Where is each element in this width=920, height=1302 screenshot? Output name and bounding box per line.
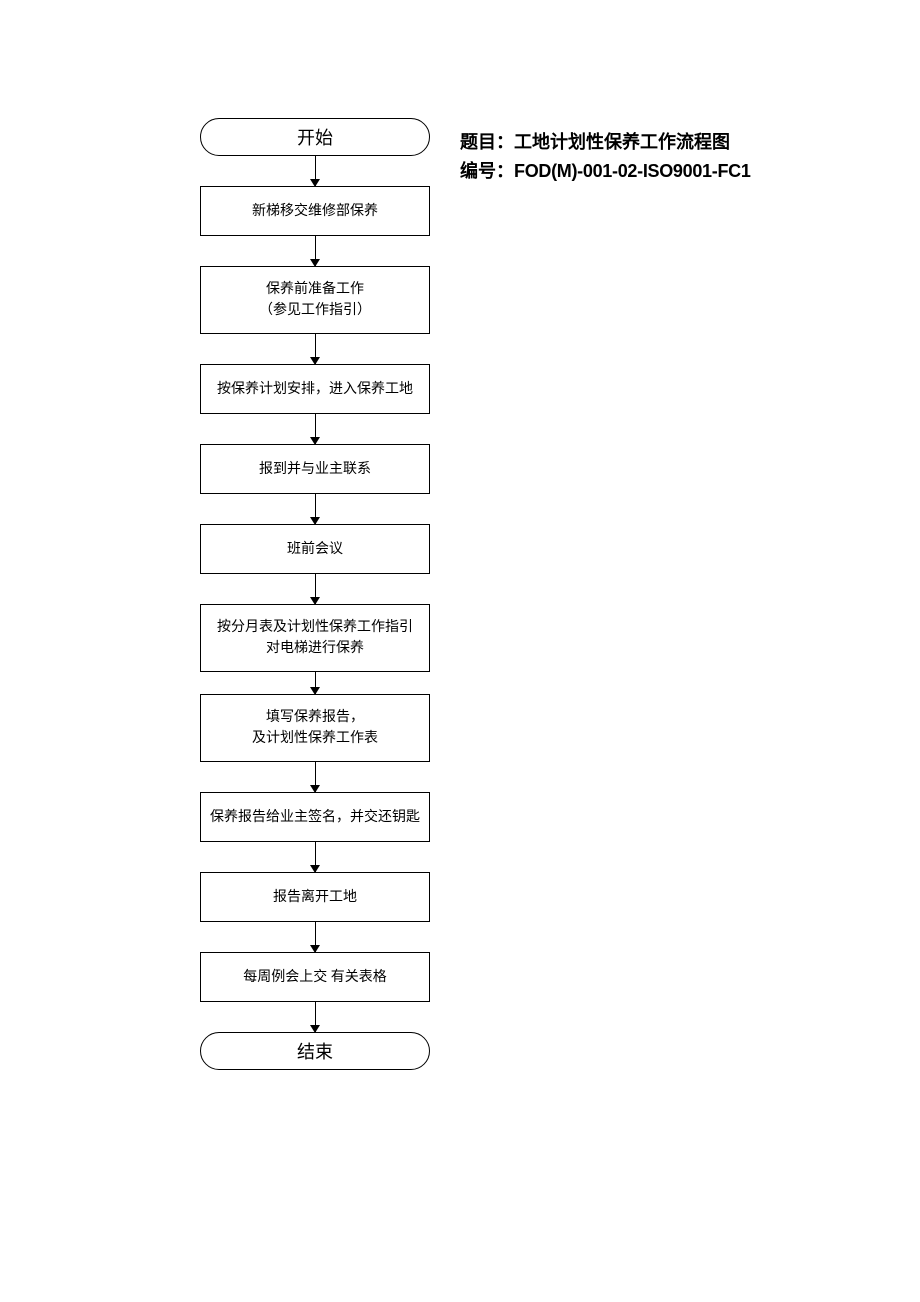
step-text-line1: 保养前准备工作 [266, 279, 364, 300]
step-text-line2: 对电梯进行保养 [266, 638, 364, 659]
step-text: 每周例会上交 有关表格 [243, 967, 387, 988]
process-step-3: 按保养计划安排，进入保养工地 [200, 364, 430, 414]
arrow [315, 1002, 316, 1032]
arrow [315, 334, 316, 364]
terminator-end: 结束 [200, 1032, 430, 1070]
arrow [315, 156, 316, 186]
arrow [315, 842, 316, 872]
process-step-4: 报到并与业主联系 [200, 444, 430, 494]
title-label: 题目： [460, 132, 514, 152]
process-step-8: 保养报告给业主签名，并交还钥匙 [200, 792, 430, 842]
arrow [315, 922, 316, 952]
terminator-start-label: 开始 [297, 124, 333, 150]
step-text-line2: 及计划性保养工作表 [252, 728, 378, 749]
code-label: 编号： [460, 161, 514, 181]
arrow [315, 762, 316, 792]
step-text: 班前会议 [287, 539, 343, 560]
arrow [315, 574, 316, 604]
title-line: 题目：工地计划性保养工作流程图 [460, 128, 751, 157]
arrow [315, 672, 316, 694]
flowchart-container: 开始 新梯移交维修部保养 保养前准备工作 （参见工作指引） 按保养计划安排，进入… [190, 118, 440, 1070]
code-value: FOD(M)-001-02-ISO9001-FC1 [514, 161, 751, 181]
terminator-start: 开始 [200, 118, 430, 156]
code-line: 编号：FOD(M)-001-02-ISO9001-FC1 [460, 157, 751, 186]
title-value: 工地计划性保养工作流程图 [514, 132, 730, 152]
arrow [315, 236, 316, 266]
step-text: 新梯移交维修部保养 [252, 201, 378, 222]
process-step-2: 保养前准备工作 （参见工作指引） [200, 266, 430, 334]
process-step-5: 班前会议 [200, 524, 430, 574]
process-step-7: 填写保养报告， 及计划性保养工作表 [200, 694, 430, 762]
arrow [315, 414, 316, 444]
arrow [315, 494, 316, 524]
document-header: 题目：工地计划性保养工作流程图 编号：FOD(M)-001-02-ISO9001… [460, 128, 751, 186]
process-step-10: 每周例会上交 有关表格 [200, 952, 430, 1002]
step-text-line2: （参见工作指引） [259, 300, 371, 321]
process-step-1: 新梯移交维修部保养 [200, 186, 430, 236]
step-text: 报到并与业主联系 [259, 459, 371, 480]
step-text: 按保养计划安排，进入保养工地 [217, 379, 413, 400]
step-text-line1: 填写保养报告， [266, 707, 364, 728]
step-text: 保养报告给业主签名，并交还钥匙 [210, 807, 420, 828]
process-step-6: 按分月表及计划性保养工作指引 对电梯进行保养 [200, 604, 430, 672]
step-text-line1: 按分月表及计划性保养工作指引 [217, 617, 413, 638]
process-step-9: 报告离开工地 [200, 872, 430, 922]
step-text: 报告离开工地 [273, 887, 357, 908]
terminator-end-label: 结束 [297, 1038, 333, 1064]
